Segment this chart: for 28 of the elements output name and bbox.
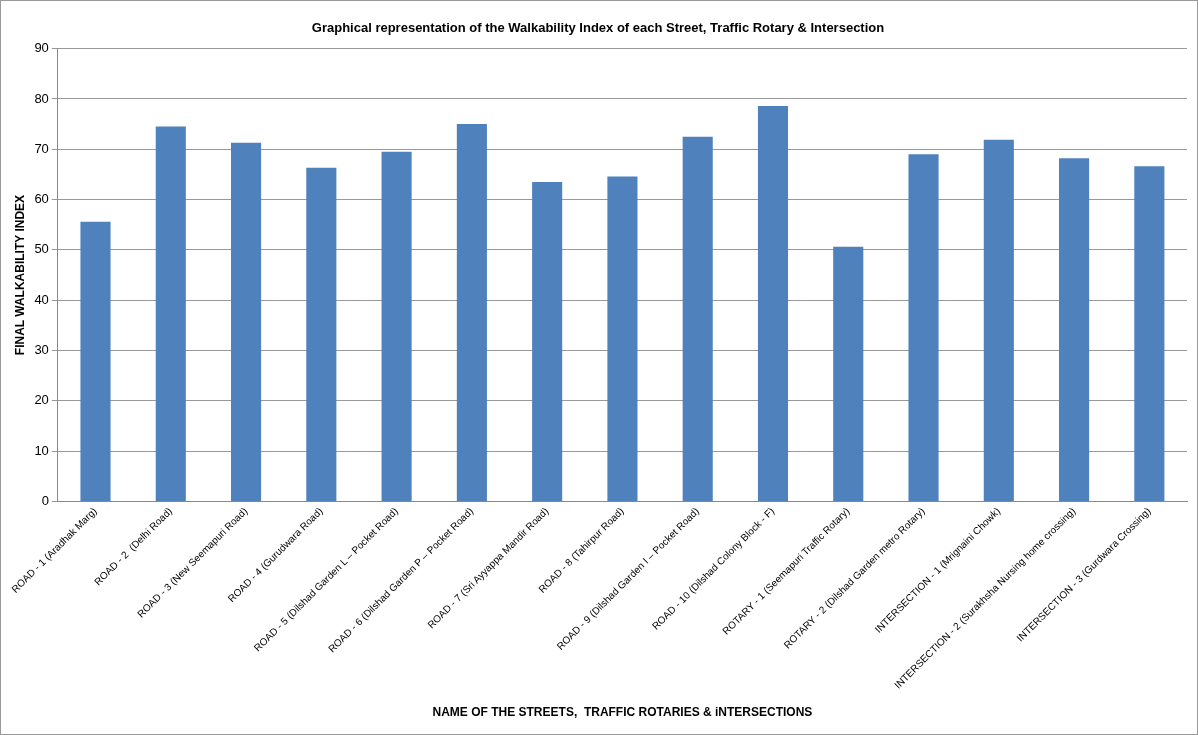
y-tick-label: 60 (34, 191, 49, 207)
bar (231, 142, 262, 501)
y-tick-label: 20 (34, 392, 49, 408)
y-axis-title: FINAL WALKABILITY INDEX (12, 194, 27, 356)
bar (532, 181, 563, 501)
y-tick-label: 40 (34, 291, 49, 307)
y-tick-label: 90 (34, 40, 49, 56)
bar (757, 105, 789, 501)
y-tick-label: 10 (34, 442, 49, 458)
x-axis-title: NAME OF THE STREETS, TRAFFIC ROTARIES & iNTERSECTIONS (432, 705, 813, 720)
y-tick-label: 0 (41, 493, 49, 509)
bar (682, 136, 713, 501)
bar (381, 151, 412, 501)
bar (80, 221, 111, 501)
chart-title: Graphical representation of the Walkability Index of each Street, Traffic Rotary & Intersection (311, 20, 885, 36)
bar (833, 246, 864, 501)
bar (306, 167, 337, 501)
bar (1059, 158, 1090, 501)
bar (456, 124, 487, 501)
bar (607, 176, 638, 501)
y-tick-label: 80 (34, 90, 49, 106)
y-tick-label: 30 (34, 342, 49, 358)
bar (983, 139, 1014, 501)
bar (908, 154, 939, 501)
y-tick-label: 50 (34, 241, 49, 257)
y-tick-label: 70 (34, 140, 49, 156)
bar (155, 126, 186, 501)
bar (1134, 166, 1165, 501)
